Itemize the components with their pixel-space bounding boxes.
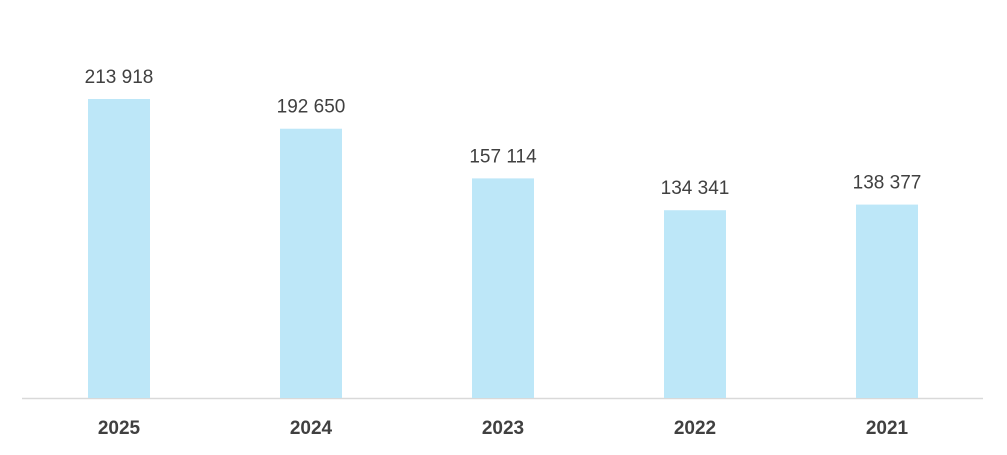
value-label: 134 341	[661, 178, 730, 199]
value-label: 138 377	[853, 173, 922, 194]
bar	[472, 178, 534, 398]
x-tick-label: 2022	[674, 418, 716, 439]
bar	[664, 210, 726, 398]
x-tick-label: 2021	[866, 418, 909, 439]
value-label: 157 114	[469, 146, 537, 167]
x-tick-label: 2025	[98, 418, 141, 439]
x-tick-label: 2023	[482, 418, 524, 439]
bar	[280, 128, 342, 398]
value-label: 192 650	[277, 97, 346, 118]
x-tick-label: 2024	[290, 418, 333, 439]
bar	[88, 99, 150, 398]
value-label: 213 918	[85, 67, 154, 88]
bar	[856, 204, 918, 398]
